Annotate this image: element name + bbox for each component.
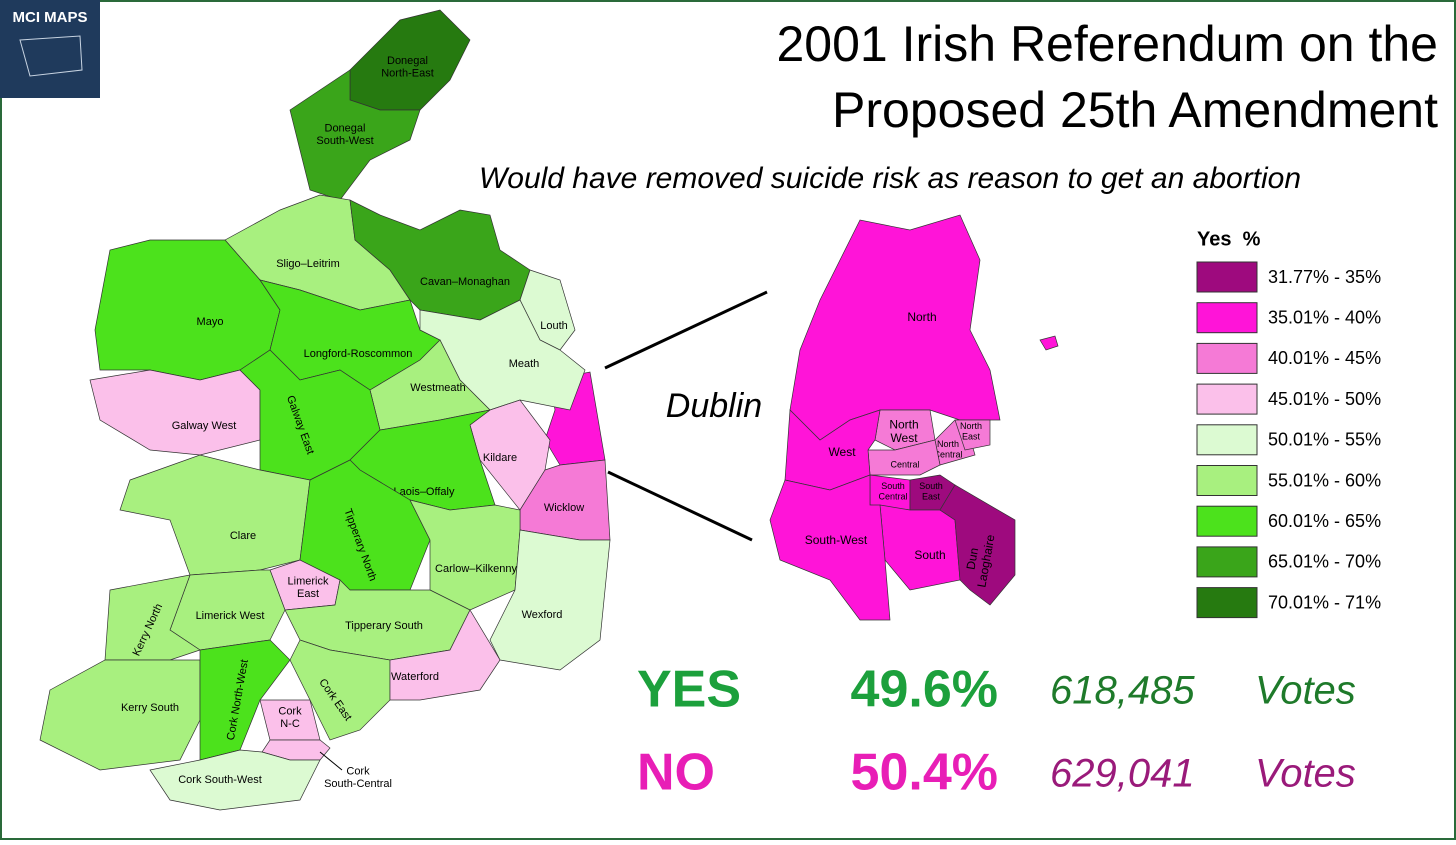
region-label: Tipperary South — [345, 620, 423, 632]
region-label: South-Central — [324, 778, 392, 790]
region-label: Cavan–Monaghan — [420, 276, 510, 288]
subtitle: Would have removed suicide risk as reaso… — [479, 162, 1301, 195]
legend-swatch — [1196, 465, 1258, 496]
legend-swatch — [1196, 424, 1258, 456]
region-label: Kildare — [483, 452, 517, 464]
region — [389, 609, 501, 701]
legend-swatch — [1196, 505, 1258, 537]
region-label: North — [907, 310, 936, 324]
region-label: Central — [933, 450, 962, 460]
inset-connector — [604, 290, 768, 370]
legend-label: 65.01% - 70% — [1268, 552, 1381, 572]
result-votes: 618,485 — [1050, 669, 1195, 713]
region-label: South — [881, 481, 905, 491]
region-label: Donegal — [325, 123, 366, 135]
region-label: Limerick West — [196, 610, 265, 622]
region-label: West — [828, 445, 856, 459]
legend-label: 40.01% - 45% — [1268, 348, 1381, 368]
legend-title: Yes % — [1197, 228, 1261, 250]
title-line: 2001 Irish Referendum on the — [776, 16, 1438, 72]
region-label: N-C — [280, 718, 300, 730]
result-answer: YES — [637, 661, 741, 719]
region-label: Dun — [964, 547, 982, 571]
region — [939, 484, 1016, 606]
inset-connector — [607, 470, 753, 542]
region-label: East — [962, 432, 981, 442]
region-label: East — [922, 492, 941, 502]
region-label: West — [890, 431, 918, 445]
legend-swatch — [1196, 342, 1258, 374]
island — [1039, 335, 1059, 351]
region — [489, 529, 611, 671]
title-line: Proposed 25th Amendment — [832, 82, 1438, 138]
logo-box — [0, 0, 100, 98]
result-percent: 50.4% — [851, 744, 998, 802]
legend-swatch — [1196, 546, 1258, 578]
legend-label: 55.01% - 60% — [1268, 470, 1381, 490]
region-label: Cork — [346, 766, 370, 778]
region-label: Louth — [540, 320, 568, 332]
legend-label: 45.01% - 50% — [1268, 389, 1381, 409]
result-votes: 629,041 — [1050, 752, 1195, 796]
result-percent: 49.6% — [851, 661, 998, 719]
logo-text: MCI MAPS — [13, 9, 88, 26]
region-label: Meath — [509, 358, 540, 370]
region-label: Donegal — [387, 55, 428, 67]
legend-label: 60.01% - 65% — [1268, 511, 1381, 531]
legend-swatch — [1196, 261, 1258, 293]
region-label: Wexford — [522, 609, 563, 621]
region — [289, 69, 421, 201]
region-label: Westmeath — [410, 382, 465, 394]
region — [769, 474, 891, 621]
logo-map — [19, 35, 83, 77]
region-label: Cork South-West — [178, 774, 262, 786]
region-label: North-East — [381, 68, 434, 80]
legend-label: 31.77% - 35% — [1268, 267, 1381, 287]
region — [954, 419, 991, 451]
region-label: Limerick — [288, 576, 329, 588]
region — [349, 199, 531, 321]
result-unit: Votes — [1255, 669, 1356, 713]
result-unit: Votes — [1255, 752, 1356, 796]
legend-swatch — [1196, 383, 1258, 415]
legend-swatch — [1196, 302, 1258, 334]
dublin-label: Dublin — [666, 387, 762, 425]
region-label: Waterford — [391, 671, 439, 683]
region-label: North — [889, 417, 918, 431]
region-label: North — [960, 421, 982, 431]
legend-label: 50.01% - 55% — [1268, 430, 1381, 450]
legend-swatch — [1196, 587, 1258, 619]
region-label: Wicklow — [544, 502, 584, 514]
legend-label: 35.01% - 40% — [1268, 307, 1381, 327]
region — [199, 639, 291, 761]
region-label: Sligo–Leitrim — [276, 258, 340, 270]
region-label: Cork — [278, 706, 302, 718]
leader-line — [319, 751, 343, 771]
region-label: Central — [890, 459, 919, 469]
region-label: Carlow–Kilkenny — [435, 563, 517, 575]
legend-label: 70.01% - 71% — [1268, 592, 1381, 612]
region-label: South — [914, 548, 945, 562]
region — [149, 749, 321, 811]
region-label: Kerry South — [121, 702, 179, 714]
region-label: Longford-Roscommon — [304, 348, 413, 360]
region-label: South-West — [316, 135, 373, 147]
region-label: Mayo — [197, 316, 224, 328]
region-label: South — [919, 481, 943, 491]
region-label: Clare — [230, 530, 256, 542]
region-label: Central — [878, 492, 907, 502]
region-label: East — [297, 588, 319, 600]
region-label: North — [937, 439, 959, 449]
region-label: South-West — [805, 533, 868, 547]
region-label: Laois–Offaly — [394, 486, 455, 498]
region-label: Galway West — [172, 420, 237, 432]
region — [119, 454, 311, 576]
result-answer: NO — [637, 744, 715, 802]
